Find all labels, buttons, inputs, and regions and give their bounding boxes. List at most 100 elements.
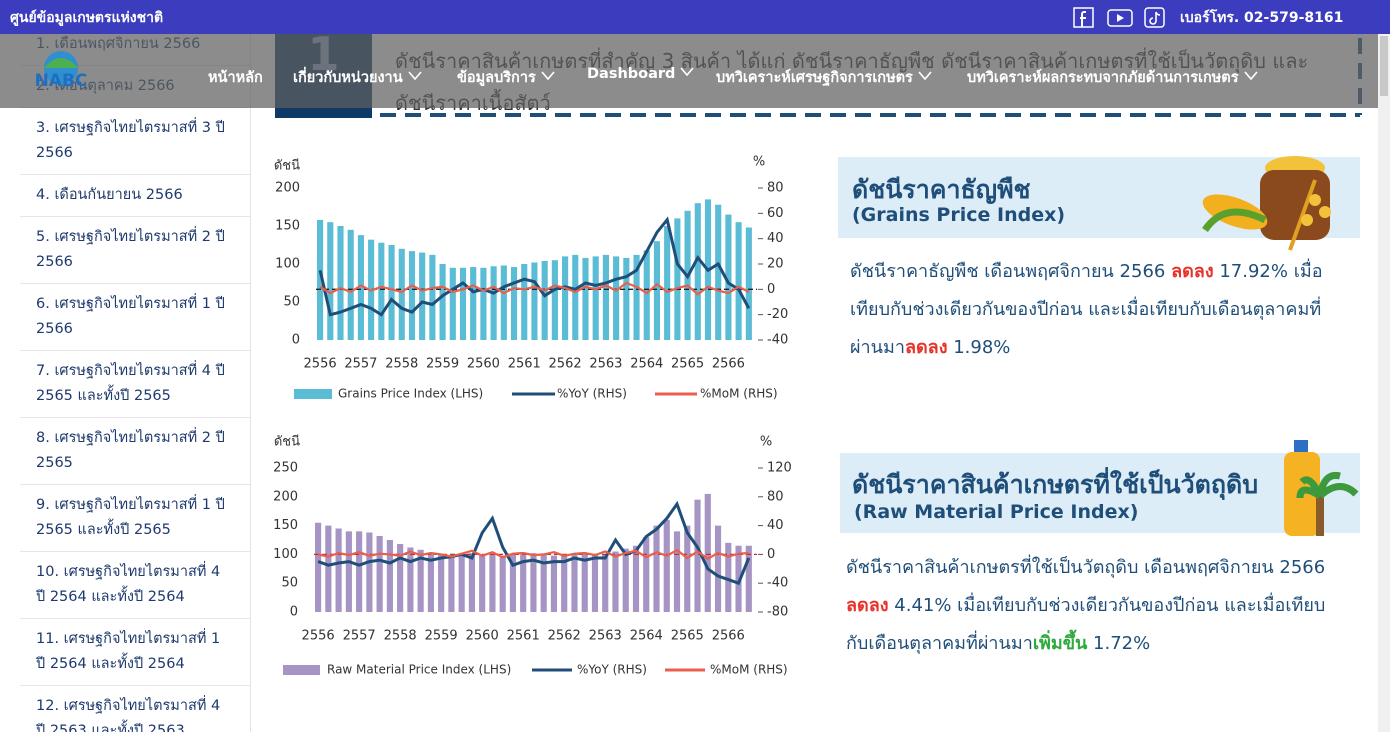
y2-tick-label: 40: [767, 231, 784, 246]
sidebar-item[interactable]: 3. เศรษฐกิจไทยไตรมาสที่ 3 ปี 2566: [20, 108, 250, 175]
menu-item[interactable]: บทวิเคราะห์เศรษฐกิจการเกษตร: [716, 66, 933, 89]
x-tick-label: 2561: [508, 357, 541, 372]
y-tick-label: 100: [273, 547, 298, 562]
bar: [438, 554, 445, 612]
sidebar-item[interactable]: 6. เศรษฐกิจไทยไตรมาสที่ 1 ปี 2566: [20, 284, 250, 351]
bar: [388, 245, 395, 340]
y-tick-label: 50: [283, 295, 300, 310]
grain-icon: [1202, 156, 1331, 251]
bar: [581, 553, 588, 612]
bar: [653, 525, 660, 612]
bar: [694, 499, 701, 612]
bar: [704, 493, 711, 612]
bar: [510, 267, 518, 340]
legend-label: Raw Material Price Index (LHS): [327, 663, 511, 677]
bar: [520, 554, 527, 612]
card-title: ดัชนีราคาธัญพืช: [852, 175, 1031, 204]
menu-label: ข้อมูลบริการ: [457, 70, 536, 86]
bar: [735, 222, 742, 340]
bar: [674, 218, 681, 340]
y2-tick-label: 60: [767, 206, 784, 221]
menu-label: Dashboard: [587, 66, 676, 82]
bar: [632, 545, 640, 612]
bar: [439, 264, 446, 340]
x-tick-label: 2559: [425, 629, 458, 644]
x-tick-label: 2563: [589, 629, 622, 644]
nav-bar: NABC หน้าหลัก เกี่ยวกับหน่วยงาน ข้อมูลบริก…: [0, 34, 1378, 108]
bar: [745, 545, 752, 612]
chart: ดัชนี % 0 50 100 150 200 250 -80 -40 0 40 80 120 2556 2…: [273, 434, 792, 677]
menu-item[interactable]: หน้าหลัก: [208, 66, 263, 89]
x-tick-label: 2563: [589, 357, 622, 372]
y2-tick-label: 120: [767, 461, 792, 476]
bar: [386, 540, 393, 612]
y2-tick-label: 0: [767, 547, 775, 562]
card-text: ดัชนีราคาสินค้าเกษตรที่ใช้เป็นวัตถุดิบ เ…: [846, 549, 1326, 663]
bar: [725, 214, 732, 340]
bar: [470, 267, 477, 340]
menu-item[interactable]: Dashboard: [587, 66, 695, 82]
bar: [335, 528, 342, 612]
sidebar-item[interactable]: 8. เศรษฐกิจไทยไตรมาสที่ 2 ปี 2565: [20, 418, 250, 485]
y2-tick-label: -40: [767, 576, 788, 591]
menu-item[interactable]: บทวิเคราะห์ผลกระทบจากภัยด้านการเกษตร: [967, 66, 1259, 89]
legend-swatch: [294, 389, 332, 399]
y-axis-label: ดัชนี: [274, 434, 300, 450]
x-tick-label: 2560: [467, 357, 500, 372]
bar: [468, 553, 475, 612]
menu-item[interactable]: เกี่ยวกับหน่วยงาน: [293, 66, 423, 89]
bar: [315, 522, 322, 612]
bar: [643, 537, 650, 612]
youtube-icon[interactable]: [1107, 9, 1133, 27]
bar: [449, 267, 456, 340]
line-series: [319, 281, 750, 296]
facebook-icon[interactable]: [1073, 7, 1094, 28]
y-tick-label: 150: [275, 219, 300, 234]
y2-axis-label: %: [753, 155, 765, 170]
bar: [327, 222, 334, 340]
bar: [427, 553, 434, 612]
legend-label: %YoY (RHS): [557, 387, 627, 401]
tiktok-icon[interactable]: [1144, 7, 1165, 28]
x-tick-label: 2558: [385, 357, 418, 372]
bar: [357, 235, 364, 340]
bar: [448, 555, 455, 612]
sidebar-item[interactable]: 9. เศรษฐกิจไทยไตรมาสที่ 1 ปี 2565 และทั้…: [20, 485, 250, 552]
bar: [673, 531, 681, 612]
card-header: [840, 453, 1360, 533]
bar: [643, 250, 650, 340]
bar: [530, 553, 537, 612]
x-tick-label: 2556: [302, 629, 335, 644]
bar: [499, 555, 506, 612]
bar: [500, 265, 507, 340]
bar: [714, 525, 722, 612]
bar: [356, 531, 363, 612]
bar: [347, 229, 354, 340]
y2-tick-label: -40: [767, 333, 788, 348]
chevron: [541, 71, 555, 81]
line-series: [317, 500, 751, 586]
top-bar: ศูนย์ข้อมูลเกษตรแห่งชาติ เบอร์โทร. 02-57…: [0, 0, 1390, 34]
bar: [612, 551, 619, 612]
text-segment: ดัชนีราคาธัญพืช เดือนพฤศจิกายน 2566: [850, 261, 1172, 282]
sidebar-item[interactable]: 11. เศรษฐกิจไทยไตรมาสที่ 1 ปี 2564 และทั…: [20, 619, 250, 686]
y2-tick-label: -20: [767, 307, 788, 322]
bar: [521, 264, 528, 340]
sidebar-item[interactable]: 7. เศรษฐกิจไทยไตรมาสที่ 4 ปี 2565 และทั้…: [20, 351, 250, 418]
bar: [429, 254, 436, 340]
bar: [509, 554, 517, 612]
bar: [378, 242, 385, 340]
y-tick-label: 0: [292, 333, 300, 348]
sidebar-item[interactable]: 12. เศรษฐกิจไทยไตรมาสที่ 4 ปี 2563 และทั…: [20, 686, 250, 732]
sidebar-item[interactable]: 10. เศรษฐกิจไทยไตรมาสที่ 4 ปี 2564 และทั…: [20, 552, 250, 619]
chevron: [408, 71, 422, 81]
line-series: [318, 216, 751, 317]
sidebar-item[interactable]: 5. เศรษฐกิจไทยไตรมาสที่ 2 ปี 2566: [20, 217, 250, 284]
bar: [684, 525, 691, 612]
sidebar-item[interactable]: 4. เดือนกันยายน 2566: [20, 175, 250, 217]
text-segment: 1.98%: [947, 337, 1011, 358]
bar: [623, 257, 630, 340]
social-icons: [1073, 7, 1165, 28]
menu-item[interactable]: ข้อมูลบริการ: [457, 66, 556, 89]
x-tick-label: 2566: [712, 629, 745, 644]
